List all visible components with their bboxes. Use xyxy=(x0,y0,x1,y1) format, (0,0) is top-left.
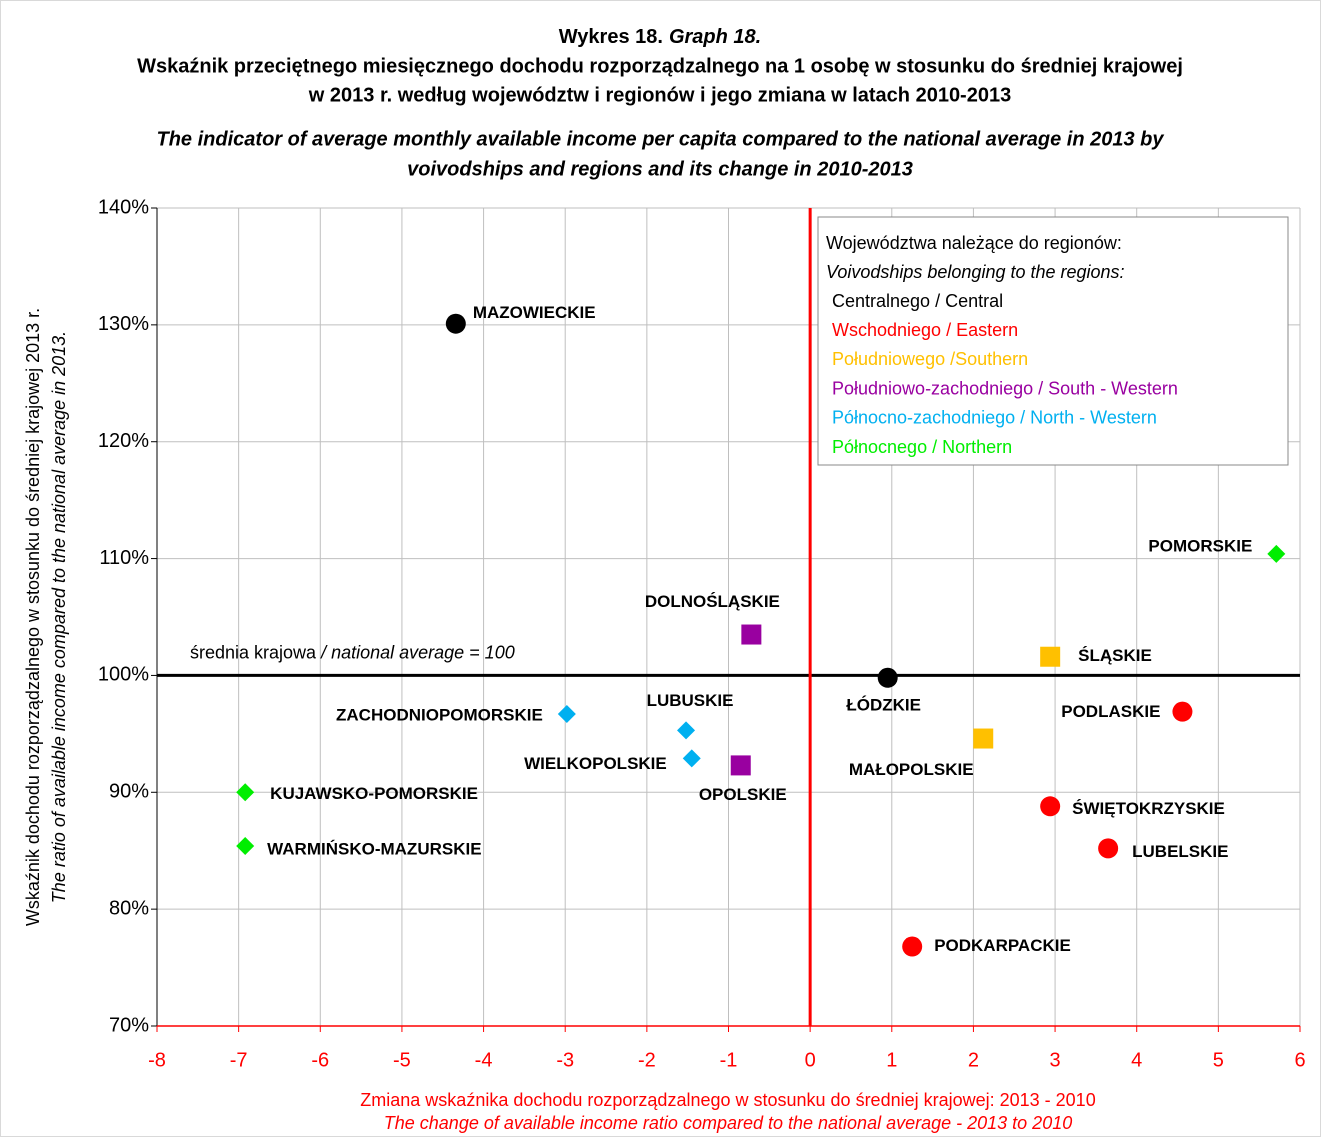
point-label: ŚWIĘTOKRZYSKIE xyxy=(1072,799,1225,818)
point-label: ŁÓDZKIE xyxy=(846,695,921,714)
point-label: KUJAWSKO-POMORSKIE xyxy=(270,784,478,803)
y-axis-label: The ratio of available income compared t… xyxy=(49,331,69,903)
x-tick-label: -8 xyxy=(148,1049,166,1071)
figure-label: Wykres 18. Graph 18. xyxy=(559,26,761,48)
chart-title: w 2013 r. według województw i regionów i… xyxy=(308,84,1011,106)
y-tick-label: 90% xyxy=(109,781,149,803)
x-tick-label: 2 xyxy=(968,1049,979,1071)
point xyxy=(1040,646,1061,667)
figure-label-pl: Wykres 18. xyxy=(559,26,663,48)
legend-box xyxy=(817,216,1289,466)
point-label: MAŁOPOLSKIE xyxy=(849,760,974,779)
point xyxy=(730,755,751,776)
legend-entry: Centralnego / Central xyxy=(832,291,1003,311)
point-label: ŚLĄSKIE xyxy=(1078,646,1152,665)
point xyxy=(682,749,701,768)
x-tick-label: 5 xyxy=(1213,1049,1224,1071)
chart-title: Wskaźnik przeciętnego miesięcznego docho… xyxy=(137,55,1183,77)
x-tick-label: 0 xyxy=(805,1049,816,1071)
figure-label-en: Graph 18. xyxy=(669,26,761,48)
point xyxy=(877,667,898,688)
legend-entry: Północnego / Northern xyxy=(832,437,1012,457)
legend-entry: Wschodniego / Eastern xyxy=(832,320,1018,340)
x-tick-label: -6 xyxy=(311,1049,329,1071)
reference-label-pl: średnia krajowa xyxy=(190,642,317,662)
point-label: LUBELSKIE xyxy=(1132,842,1228,861)
point xyxy=(236,783,255,802)
chart-subtitle: voivodships and regions and its change i… xyxy=(407,158,913,180)
x-tick-label: 6 xyxy=(1294,1049,1305,1071)
x-tick-label: -1 xyxy=(720,1049,738,1071)
legend-entry: Południowego /Southern xyxy=(832,349,1028,369)
legend-entry: Południowo-zachodniego / South - Western xyxy=(832,378,1178,398)
point-label: PODKARPACKIE xyxy=(934,936,1071,955)
x-tick-label: -7 xyxy=(230,1049,248,1071)
point xyxy=(445,313,466,334)
point xyxy=(902,936,923,957)
point xyxy=(973,728,994,749)
point-label: WIELKOPOLSKIE xyxy=(524,754,667,773)
x-tick-label: -4 xyxy=(475,1049,493,1071)
y-tick-label: 110% xyxy=(99,547,149,569)
point xyxy=(1098,838,1119,859)
point xyxy=(236,837,255,856)
point-label: WARMIŃSKO-MAZURSKIE xyxy=(267,840,481,859)
reference-label-en: / national average = 100 xyxy=(316,642,515,662)
point xyxy=(677,721,696,740)
x-axis-label: The change of available income ratio com… xyxy=(384,1113,1072,1133)
y-axis-label: Wskaźnik dochodu rozporządzalnego w stos… xyxy=(23,308,43,926)
y-tick-label: 120% xyxy=(98,430,149,452)
point xyxy=(1172,701,1193,722)
legend-title: Województwa należące do regionów: xyxy=(826,233,1122,253)
x-tick-label: -3 xyxy=(556,1049,574,1071)
y-tick-label: 130% xyxy=(98,313,149,335)
y-tick-label: 140% xyxy=(98,196,149,218)
reference-label: średnia krajowa / national average = 100 xyxy=(190,642,515,662)
point xyxy=(557,704,576,723)
x-tick-label: 4 xyxy=(1131,1049,1142,1071)
point-label: ZACHODNIOPOMORSKIE xyxy=(336,705,543,724)
x-axis-label: Zmiana wskaźnika dochodu rozporządzalneg… xyxy=(360,1090,1095,1110)
chart-subtitle: The indicator of average monthly availab… xyxy=(157,128,1165,150)
x-tick-label: 3 xyxy=(1050,1049,1061,1071)
point-label: POMORSKIE xyxy=(1148,536,1252,555)
x-tick-label: -2 xyxy=(638,1049,656,1071)
point xyxy=(741,624,762,645)
point-label: OPOLSKIE xyxy=(699,785,787,804)
x-tick-label: 1 xyxy=(886,1049,897,1071)
point-label: PODLASKIE xyxy=(1061,702,1160,721)
point-label: DOLNOŚLĄSKIE xyxy=(645,592,780,611)
y-tick-label: 70% xyxy=(109,1014,149,1036)
y-tick-label: 100% xyxy=(98,664,149,686)
y-tick-label: 80% xyxy=(109,897,149,919)
x-tick-label: -5 xyxy=(393,1049,411,1071)
point-label: LUBUSKIE xyxy=(647,691,734,710)
point xyxy=(1267,544,1286,563)
legend-entry: Północno-zachodniego / North - Western xyxy=(832,408,1157,428)
point-label: MAZOWIECKIE xyxy=(473,303,596,322)
legend-title: Voivodships belonging to the regions: xyxy=(826,262,1125,282)
point xyxy=(1040,796,1061,817)
